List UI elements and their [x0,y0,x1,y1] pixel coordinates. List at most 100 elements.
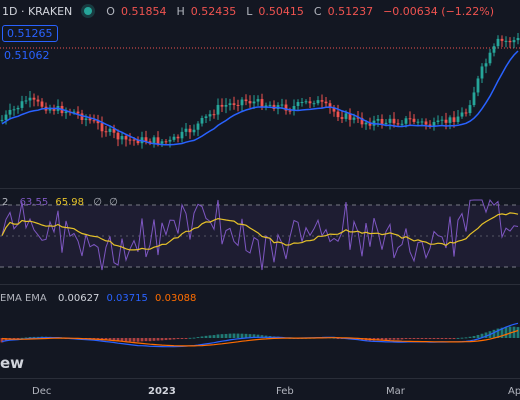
candle-body [324,101,328,104]
candlestick-series [0,32,520,149]
time-label-apr: Ap [508,386,520,397]
hidden-value-icon-1: ∅ [93,197,102,208]
candle-body [464,112,468,114]
candle-body [328,103,332,109]
signal-line [1,329,519,347]
candle-body [436,120,440,123]
candle-body [48,108,52,111]
candle-body [516,38,520,41]
candle-body [264,105,268,108]
macd-histogram-bar [204,335,208,338]
macd-histogram-bar [412,338,416,339]
candle-body [344,113,348,119]
macd-histogram-bar [432,338,436,339]
candle-body [440,119,444,121]
macd-histogram-bar [384,338,388,341]
candle-body [360,117,364,125]
rsi-value: 63.55 [19,197,49,208]
candle-body [120,136,124,140]
candle-body [192,129,196,133]
macd-histogram-bar [132,338,136,342]
candle-body [256,99,260,102]
pane-separator-1[interactable] [0,188,520,189]
candle-body [200,117,204,124]
macd-histogram-bar [464,337,468,339]
candle-body [92,120,96,122]
macd-histogram-bar [424,338,428,339]
candle-body [188,128,192,133]
macd-histogram-bar [396,338,400,340]
candle-body [148,141,152,143]
candle-body [260,99,264,108]
candle-body [420,121,424,123]
candle-body [108,128,112,132]
macd-histogram-bar [228,333,232,338]
macd-histogram-bar [460,337,464,339]
candle-body [128,139,132,141]
price-tag-ma: 0.51062 [4,49,50,62]
time-label-2023: 2023 [148,386,176,397]
symbol-interval-exchange[interactable]: 1D · KRAKEN [2,4,73,18]
candle-body [284,104,288,111]
macd-histogram-bar [452,338,456,339]
rsi-line [1,198,519,271]
candle-body [180,131,184,139]
macd-histogram-bar [492,329,496,338]
macd-histogram-bar [156,338,160,341]
macd-histogram-bar [168,338,172,340]
candle-body [476,78,480,93]
candle-body [304,101,308,103]
macd-histogram-bar [180,338,184,339]
candle-body [508,40,512,43]
candle-body [204,116,208,118]
macd-histogram-bar [164,338,168,341]
candle-body [452,117,456,122]
macd-histogram-bar [224,333,228,338]
candle-body [400,123,404,125]
candle-body [292,106,296,111]
macd-histogram-bar [420,338,424,339]
macd-histogram-bar [152,338,156,341]
candle-body [456,116,460,122]
candle-body [492,46,496,53]
candle-body [472,92,476,106]
macd-histogram-bar [516,327,520,338]
macd-value: 0.03715 [106,293,148,304]
candle-body [288,110,292,112]
macd-histogram-bar [140,338,144,342]
candle-body [152,137,156,143]
candle-body [512,40,516,43]
time-label-mar: Mar [386,386,405,397]
candle-body [376,118,380,121]
candle-body [76,111,80,114]
candle-body [500,38,504,41]
macd-histogram-bar [16,338,20,339]
macd-histogram-bar [252,334,256,338]
candle-body [252,101,256,104]
macd-histogram-bar [20,337,24,339]
macd-histogram-bar [176,338,180,340]
market-status-icon[interactable] [84,7,93,15]
time-axis-separator [0,378,520,379]
candle-body [380,118,384,124]
open-value: 0.51854 [120,4,167,18]
candle-body [96,120,100,124]
candle-body [448,117,452,123]
candle-body [176,136,180,139]
candle-body [88,118,92,121]
candle-body [268,104,272,106]
candle-body [156,137,160,144]
macd-histogram-bar [476,334,480,338]
macd-histogram-bar [240,333,244,338]
macd-histogram-bar [440,338,444,339]
macd-histogram-bar [336,338,340,339]
low-label: L [246,4,253,18]
pane-separator-2[interactable] [0,284,520,285]
low-value: 0.50415 [258,4,304,18]
candle-body [184,128,188,132]
candle-body [32,97,36,100]
candle-body [368,122,372,126]
rsi-ma-line [1,212,519,251]
candle-body [100,123,104,132]
